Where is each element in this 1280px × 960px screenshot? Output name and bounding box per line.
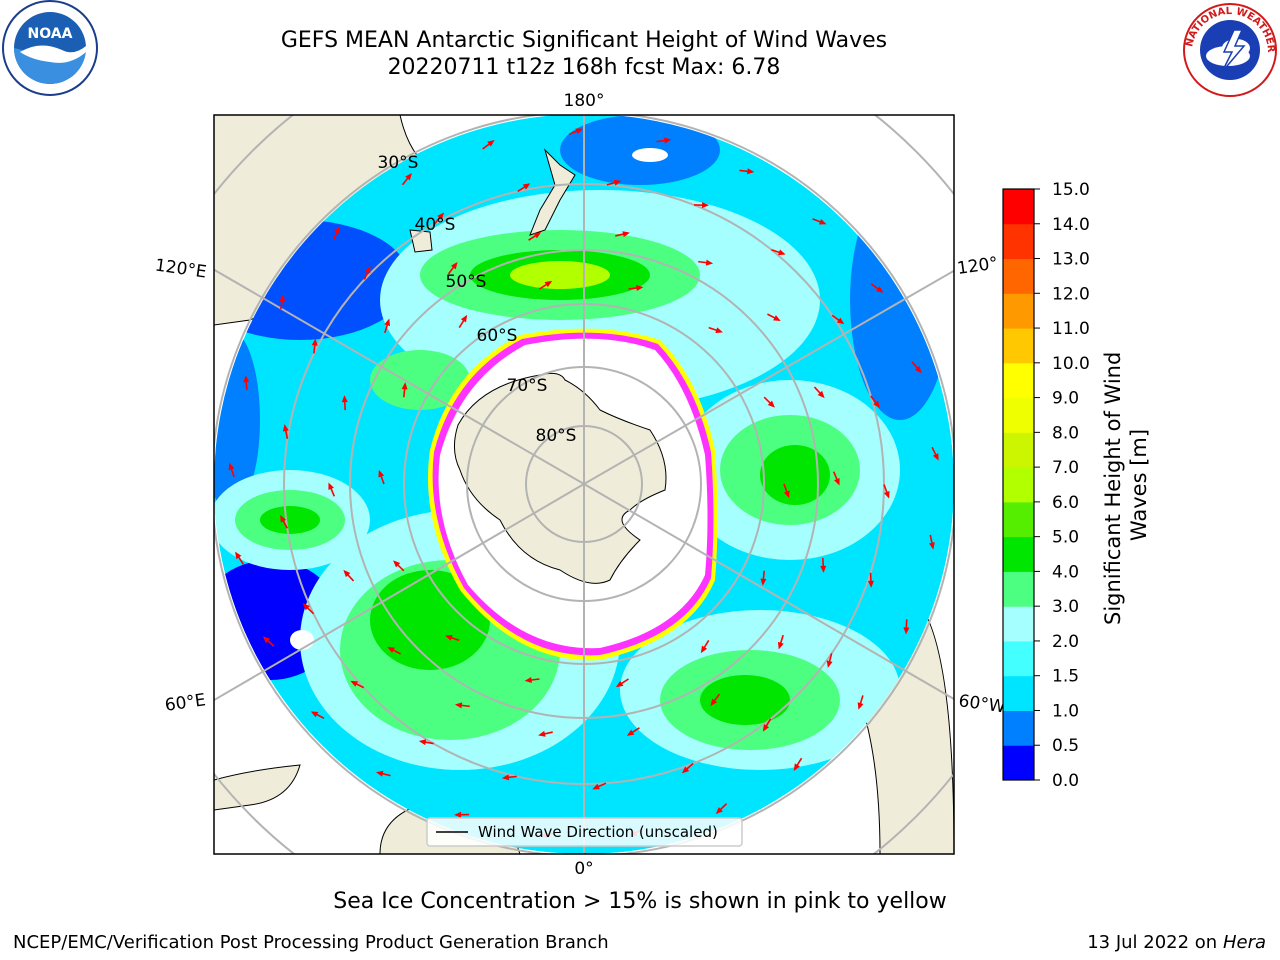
sea-ice-note: Sea Ice Concentration > 15% is shown in …	[0, 889, 1280, 914]
colorbar-label-line2: Waves [m]	[1127, 429, 1151, 541]
lon-label-180: 180°	[564, 91, 605, 111]
colorbar-segment	[1003, 745, 1034, 780]
colorbar-segment	[1003, 432, 1034, 467]
colorbar-tick-label: 7.0	[1052, 458, 1079, 478]
colorbar-segment	[1003, 571, 1034, 606]
colorbar-segment	[1003, 328, 1034, 363]
footer-date-text: 13 Jul 2022 on	[1087, 932, 1223, 953]
colorbar-tick-label: 8.0	[1052, 423, 1079, 443]
lon-label-120e: 120°E	[154, 256, 208, 283]
lon-label-60e: 60°E	[164, 690, 207, 715]
colorbar-segment	[1003, 676, 1034, 711]
colorbar-segment	[1003, 189, 1034, 224]
lat-label-70s: 70°S	[507, 376, 548, 396]
colorbar-tick-label: 5.0	[1052, 528, 1079, 548]
colorbar-tick-label: 9.0	[1052, 389, 1079, 409]
lon-label-60w: 60°W	[957, 691, 1006, 717]
colorbar-tick-label: 0.0	[1052, 771, 1079, 791]
lat-label-40s: 40°S	[415, 215, 456, 235]
colorbar-tick-label: 1.0	[1052, 701, 1079, 721]
colorbar-tick-label: 2.0	[1052, 632, 1079, 652]
colorbar-tick-label: 11.0	[1052, 319, 1090, 339]
lat-label-60s: 60°S	[477, 326, 518, 346]
colorbar-tick-label: 1.5	[1052, 667, 1079, 687]
colorbar-tick-label: 14.0	[1052, 215, 1090, 235]
colorbar-segment	[1003, 398, 1034, 433]
colorbar: 0.0 0.5 1.0 1.5 2.0 3.0 4.0 5.0 6.0 7.0 8.0 9.0 10.0…	[1003, 180, 1090, 791]
colorbar-tick-label: 12.0	[1052, 284, 1090, 304]
lon-label-120w: 120°	[956, 253, 999, 279]
colorbar-segment	[1003, 224, 1034, 259]
colorbar-tick-label: 10.0	[1052, 354, 1090, 374]
colorbar-tick-label: 0.5	[1052, 736, 1079, 756]
lat-label-80s: 80°S	[536, 426, 577, 446]
colorbar-tick-label: 3.0	[1052, 597, 1079, 617]
colorbar-segment	[1003, 537, 1034, 572]
colorbar-segment	[1003, 710, 1034, 745]
colorbar-segment	[1003, 641, 1034, 676]
colorbar-segment	[1003, 293, 1034, 328]
colorbar-segment	[1003, 606, 1034, 641]
lat-label-50s: 50°S	[446, 272, 487, 292]
colorbar-tick-label: 4.0	[1052, 562, 1079, 582]
colorbar-tick-label: 13.0	[1052, 250, 1090, 270]
footer-date: 13 Jul 2022 on Hera	[1087, 932, 1266, 953]
colorbar-segment	[1003, 259, 1034, 294]
svg-text:Significant Height of Wind: Significant Height of Wind Waves [m]	[1101, 345, 1151, 625]
colorbar-tick-label: 6.0	[1052, 493, 1079, 513]
colorbar-segment	[1003, 467, 1034, 502]
footer-system: Hera	[1223, 932, 1266, 953]
legend-label: Wind Wave Direction (unscaled)	[478, 823, 718, 841]
colorbar-segment	[1003, 363, 1034, 398]
colorbar-label-line1: Significant Height of Wind	[1101, 352, 1125, 625]
footer-producer: NCEP/EMC/Verification Post Processing Pr…	[13, 932, 609, 953]
colorbar-tick-label: 15.0	[1052, 180, 1090, 200]
map-legend: Wind Wave Direction (unscaled)	[427, 818, 742, 846]
lat-label-30s: 30°S	[378, 153, 419, 173]
lon-label-0: 0°	[574, 859, 593, 879]
colorbar-segment	[1003, 502, 1034, 537]
